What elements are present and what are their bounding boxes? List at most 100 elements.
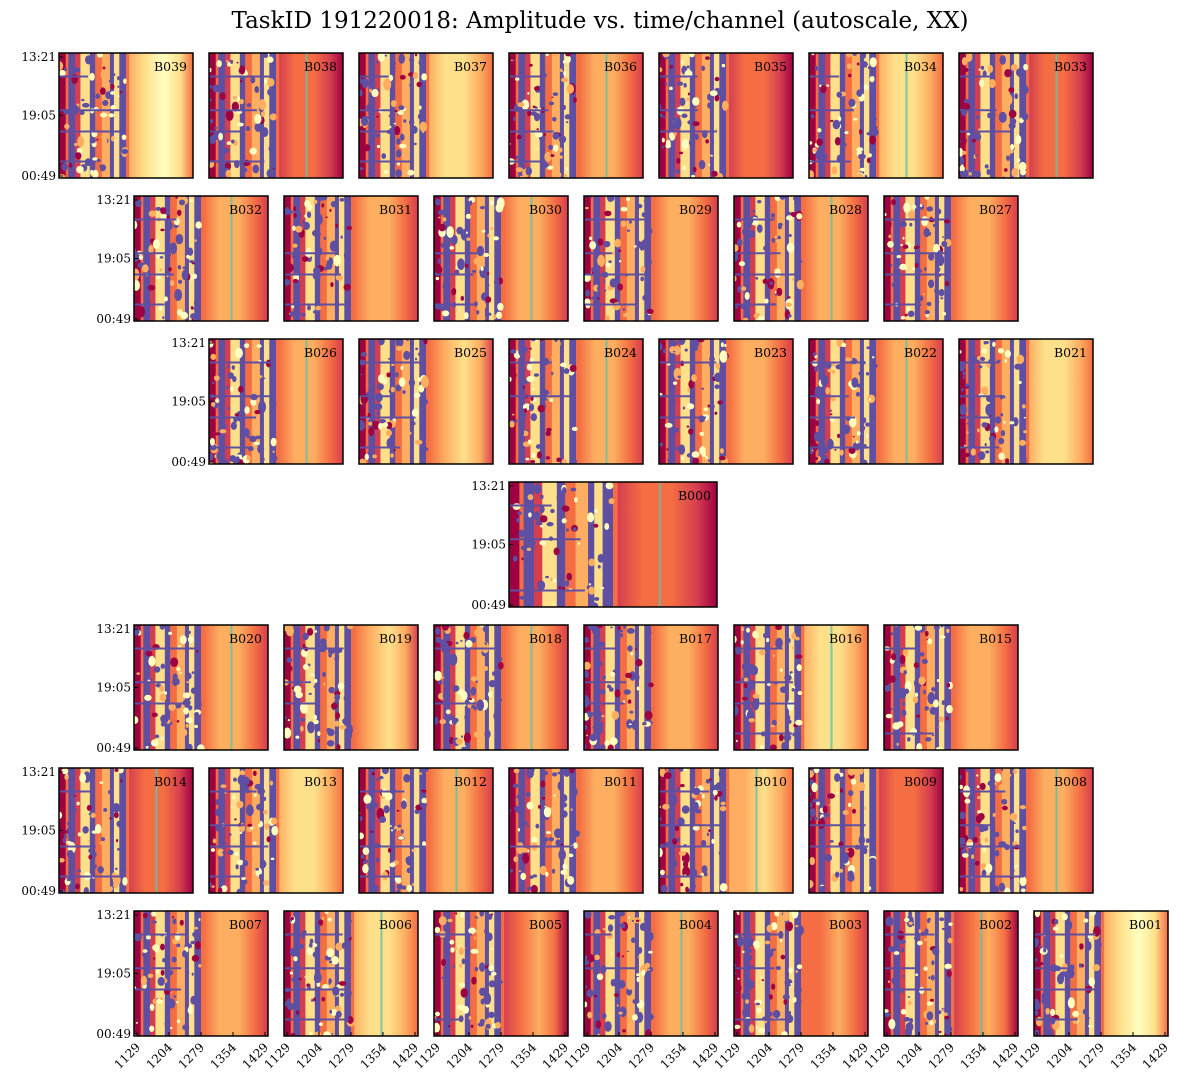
- panel-B001: B001 1129 1204 1279 1354 1429: [1012, 910, 1171, 1072]
- panel-label: B030: [529, 202, 562, 217]
- panel-label: B010: [754, 774, 787, 789]
- y-tick-label: 00:49: [21, 169, 56, 183]
- panel-label: B020: [229, 631, 262, 646]
- panel-B029: B029: [583, 195, 719, 322]
- panel-B018: B018: [433, 624, 569, 751]
- x-tick-label: 1129: [412, 1040, 443, 1071]
- panel-label: B000: [678, 488, 711, 503]
- panel-label: B018: [529, 631, 562, 646]
- y-tick-label: 00:49: [96, 741, 131, 755]
- panel-label: B001: [1129, 917, 1162, 932]
- panel-B032: B032 13:21 19:05 00:49: [96, 193, 269, 326]
- panel-B013: B013: [208, 767, 344, 894]
- x-tick-label: 1204: [594, 1040, 626, 1072]
- panel-B024: B024: [508, 338, 644, 465]
- panel-label: B026: [304, 345, 337, 360]
- x-tick-label: 1354: [208, 1040, 240, 1072]
- x-tick-label: 1354: [808, 1040, 840, 1072]
- panel-B009: B009: [808, 767, 944, 894]
- y-tick-label: 19:05: [96, 252, 131, 266]
- x-tick-label: 1204: [294, 1040, 326, 1072]
- x-tick-label: 1279: [1076, 1040, 1107, 1071]
- panel-B033: B033: [958, 52, 1094, 179]
- panel-B015: B015: [883, 624, 1019, 751]
- x-tick-label: 1129: [862, 1040, 893, 1071]
- y-tick-label: 00:49: [171, 455, 206, 469]
- x-tick-label: 1354: [508, 1040, 540, 1072]
- x-tick-label: 1354: [358, 1040, 390, 1072]
- panel-label: B008: [1054, 774, 1087, 789]
- panel-B021: B021: [958, 338, 1094, 465]
- y-tick-label: 19:05: [96, 967, 131, 981]
- x-tick-label: 1129: [112, 1040, 143, 1071]
- panel-label: B022: [904, 345, 937, 360]
- panel-label: B027: [979, 202, 1012, 217]
- panel-B012: B012: [358, 767, 494, 894]
- panel-B035: B035: [658, 52, 794, 179]
- y-tick-label: 13:21: [21, 50, 56, 64]
- panel-B030: B030: [433, 195, 569, 322]
- panel-label: B031: [379, 202, 412, 217]
- panel-B019: B019: [283, 624, 419, 751]
- x-tick-label: 1354: [658, 1040, 690, 1072]
- x-tick-label: 1129: [712, 1040, 743, 1071]
- panel-label: B024: [604, 345, 637, 360]
- x-tick-label: 1129: [262, 1040, 293, 1071]
- panel-label: B011: [604, 774, 637, 789]
- panel-label: B014: [154, 774, 187, 789]
- x-tick-label: 1204: [744, 1040, 776, 1072]
- y-tick-label: 13:21: [171, 336, 206, 350]
- panel-label: B007: [229, 917, 262, 932]
- x-tick-label: 1129: [562, 1040, 593, 1071]
- panel-B031: B031: [283, 195, 419, 322]
- panel-B038: B038: [208, 52, 344, 179]
- y-tick-label: 00:49: [21, 884, 56, 898]
- panel-label: B025: [454, 345, 487, 360]
- y-tick-label: 19:05: [21, 824, 56, 838]
- panel-B027: B027: [883, 195, 1019, 322]
- panel-label: B019: [379, 631, 412, 646]
- panel-B037: B037: [358, 52, 494, 179]
- panel-label: B002: [979, 917, 1012, 932]
- panel-B039: B039 13:21 19:05 00:49: [21, 50, 194, 183]
- panel-label: B037: [454, 59, 487, 74]
- panel-label: B013: [304, 774, 337, 789]
- x-tick-label: 1279: [926, 1040, 957, 1071]
- x-tick-label: 1279: [626, 1040, 657, 1071]
- panel-B011: B011: [508, 767, 644, 894]
- figure-title: TaskID 191220018: Amplitude vs. time/cha…: [231, 8, 969, 34]
- panel-B008: B008: [958, 767, 1094, 894]
- panel-B026: B026 13:21 19:05 00:49: [171, 336, 344, 469]
- y-tick-label: 13:21: [96, 193, 131, 207]
- panel-label: B015: [979, 631, 1012, 646]
- panel-label: B036: [604, 59, 637, 74]
- y-tick-label: 19:05: [171, 395, 206, 409]
- y-tick-label: 13:21: [96, 622, 131, 636]
- panel-label: B021: [1054, 345, 1087, 360]
- x-tick-label: 1279: [326, 1040, 357, 1071]
- panel-label: B029: [679, 202, 712, 217]
- panel-B022: B022: [808, 338, 944, 465]
- panel-B020: B020 13:21 19:05 00:49: [96, 622, 269, 755]
- panel-B014: B014 13:21 19:05 00:49: [21, 765, 194, 898]
- panel-label: B006: [379, 917, 412, 932]
- panel-B017: B017: [583, 624, 719, 751]
- panel-B034: B034: [808, 52, 944, 179]
- panel-B000: B000 13:21 19:05 00:49: [471, 479, 718, 612]
- y-tick-label: 13:21: [471, 479, 506, 493]
- y-tick-label: 13:21: [21, 765, 56, 779]
- panel-label: B032: [229, 202, 262, 217]
- panel-label: B003: [829, 917, 862, 932]
- x-tick-label: 1354: [1108, 1040, 1140, 1072]
- panel-B010: B010: [658, 767, 794, 894]
- x-tick-label: 1204: [1044, 1040, 1076, 1072]
- panel-B036: B036: [508, 52, 644, 179]
- panel-label: B009: [904, 774, 937, 789]
- panel-B028: B028: [733, 195, 869, 322]
- y-tick-label: 19:05: [471, 538, 506, 552]
